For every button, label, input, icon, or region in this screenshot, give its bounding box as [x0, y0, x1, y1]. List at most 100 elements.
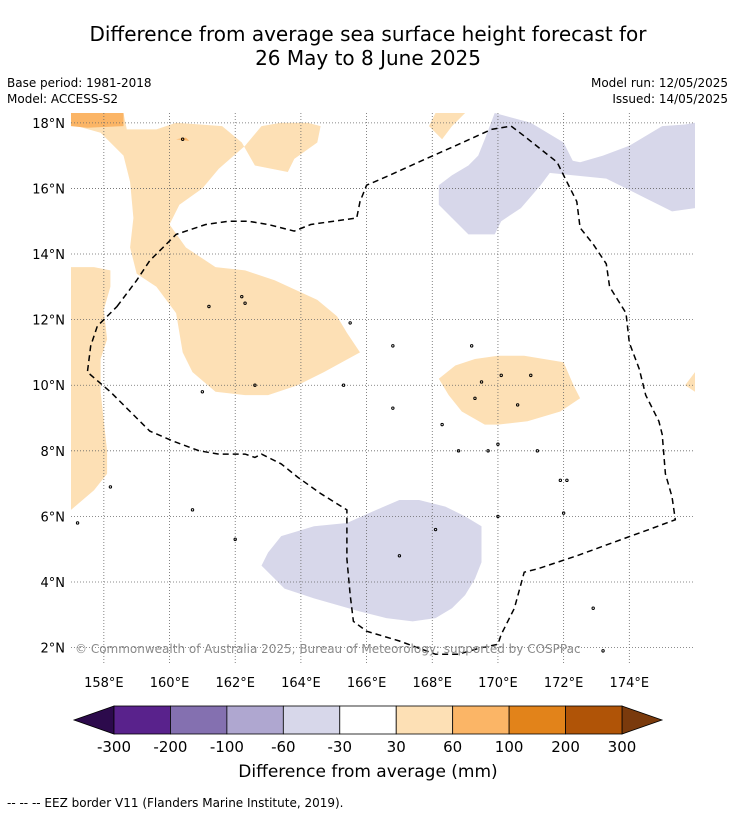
- meta-left: Base period: 1981-2018 Model: ACCESS-S2: [7, 75, 152, 107]
- colorbar-tick-label: -300: [97, 738, 131, 756]
- island-2: [243, 301, 247, 305]
- island-27: [75, 521, 80, 525]
- x-tick-labels: 158°E 160°E 162°E 164°E 166°E 168°E 170°E 172°E…: [84, 676, 649, 691]
- anomaly-region-5: [71, 113, 124, 128]
- base-period: Base period: 1981-2018: [7, 76, 152, 90]
- x-tick-label: 166°E: [347, 676, 387, 691]
- island-9: [440, 422, 444, 427]
- island-28: [253, 383, 257, 387]
- island-15: [535, 449, 540, 453]
- colorbar-tick-label: -30: [328, 738, 353, 756]
- island-17: [565, 478, 569, 483]
- colorbar-tick-label: -60: [271, 738, 296, 756]
- island-1: [207, 304, 211, 309]
- island-16: [558, 478, 563, 483]
- x-tick-label: 164°E: [281, 676, 321, 691]
- anomaly-region-2: [438, 355, 581, 425]
- anomaly-region-0: [71, 113, 360, 396]
- island-3: [348, 321, 352, 325]
- anomaly-regions: [71, 113, 695, 622]
- colorbar-under-arrow: [72, 705, 115, 735]
- island-22: [190, 508, 195, 512]
- copyright-text: © Commonwealth of Australia 2025, Bureau…: [75, 642, 581, 656]
- colorbar-swatch-0: [113, 705, 171, 735]
- island-21: [108, 485, 113, 489]
- x-tick-label: 168°E: [412, 676, 452, 691]
- island-0: [180, 137, 185, 141]
- island-31: [479, 380, 484, 384]
- colorbar-tick-label: 100: [495, 738, 524, 756]
- title-line-2: 26 May to 8 June 2025: [255, 46, 481, 70]
- anomaly-region-9: [261, 500, 482, 622]
- y-tick-label: 2°N: [41, 642, 66, 657]
- y-tick-label: 16°N: [32, 182, 65, 197]
- island-18: [561, 511, 566, 515]
- island-24: [397, 554, 402, 558]
- meta-right: Model run: 12/05/2025 Issued: 14/05/2025: [591, 75, 728, 107]
- anomaly-region-1: [71, 267, 111, 510]
- model-name: Model: ACCESS-S2: [7, 92, 119, 106]
- island-19: [496, 514, 500, 519]
- anomaly-region-4: [685, 372, 695, 392]
- island-10: [456, 449, 461, 453]
- island-26: [601, 649, 605, 653]
- island-30: [240, 294, 244, 299]
- anomaly-region-7: [494, 113, 695, 212]
- x-tick-label: 174°E: [610, 676, 650, 691]
- title-line-1: Difference from average sea surface heig…: [89, 22, 647, 46]
- gridlines: [71, 113, 695, 664]
- y-tick-label: 14°N: [32, 248, 65, 263]
- y-tick-labels: 2°N 4°N 6°N 8°N 10°N 12°N 14°N 16°N 18°N: [32, 117, 65, 657]
- anomaly-region-8: [438, 113, 574, 235]
- island-4: [391, 344, 395, 348]
- anomaly-region-3: [429, 113, 466, 140]
- colorbar-swatch-1: [170, 705, 228, 735]
- issued-date: Issued: 14/05/2025: [612, 92, 728, 106]
- island-7: [391, 406, 395, 410]
- chart-title: Difference from average sea surface heig…: [0, 22, 736, 70]
- colorbar-swatch-5: [395, 705, 454, 735]
- island-8: [473, 396, 477, 401]
- island-5: [469, 344, 474, 348]
- colorbar-tick-label: -100: [210, 738, 244, 756]
- island-14: [529, 373, 533, 378]
- footnote: -- -- -- EEZ border V11 (Flanders Marine…: [7, 796, 344, 810]
- island-29: [200, 390, 205, 394]
- island-6: [341, 383, 346, 387]
- anomaly-region-6: [176, 137, 190, 141]
- colorbar-swatch-6: [452, 705, 510, 735]
- x-tick-label: 170°E: [478, 676, 518, 691]
- y-tick-label: 8°N: [41, 445, 66, 460]
- colorbar: -300 -200 -100 -60 -30 30 60 100 200 300: [72, 705, 664, 756]
- colorbar-swatch-7: [508, 705, 566, 735]
- colorbar-swatch-2: [226, 705, 284, 735]
- model-run: Model run: 12/05/2025: [590, 76, 728, 90]
- islands: [75, 137, 605, 653]
- colorbar-tick-label: 300: [608, 738, 637, 756]
- colorbar-over-arrow: [621, 705, 664, 735]
- y-tick-label: 4°N: [41, 576, 66, 591]
- colorbar-tick-label: 30: [387, 738, 406, 756]
- island-13: [515, 403, 520, 407]
- eez-border: [86, 125, 677, 655]
- x-tick-label: 172°E: [544, 676, 584, 691]
- colorbar-label: Difference from average (mm): [238, 762, 498, 782]
- island-12: [496, 442, 500, 446]
- y-tick-label: 6°N: [41, 510, 66, 525]
- y-tick-label: 12°N: [32, 314, 65, 329]
- x-tick-label: 158°E: [84, 676, 124, 691]
- y-tick-label: 18°N: [32, 117, 65, 132]
- colorbar-swatch-4: [339, 705, 397, 735]
- y-tick-label: 10°N: [32, 379, 65, 394]
- colorbar-tick-label: 60: [443, 738, 462, 756]
- island-23: [233, 537, 237, 542]
- x-tick-label: 162°E: [215, 676, 255, 691]
- colorbar-swatch-8: [565, 705, 623, 735]
- island-25: [591, 606, 595, 610]
- colorbar-tick-label: 200: [551, 738, 580, 756]
- island-20: [433, 527, 438, 532]
- colorbar-tick-label: -200: [153, 738, 187, 756]
- x-tick-label: 160°E: [150, 676, 190, 691]
- colorbar-swatch-3: [282, 705, 341, 735]
